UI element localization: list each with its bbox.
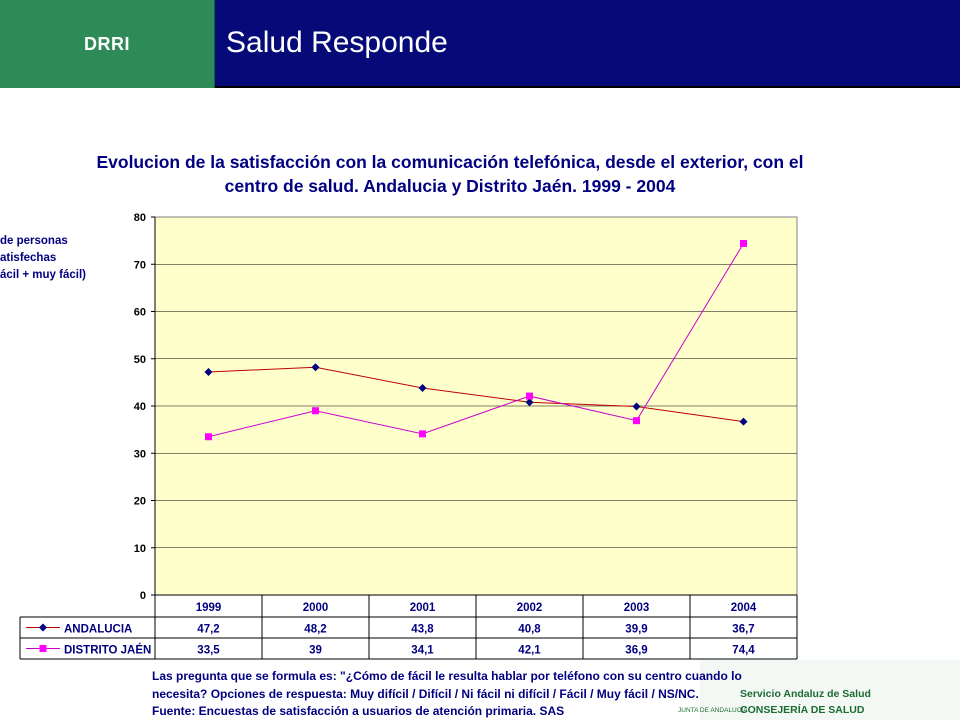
data-point [419,430,426,438]
x-category-label: 2004 [731,602,757,614]
data-point [740,239,747,247]
legend-series-name: ANDALUCIA [64,624,132,636]
chart-title-line-1: Evolucion de la satisfacción con la comu… [96,152,804,172]
y-tick-label: 10 [134,543,146,555]
header-title-bar: Salud Responde [215,0,960,88]
table-value: 74,4 [732,645,755,657]
y-tick-label: 50 [134,354,146,366]
logo-consejeria-text: CONSEJERÍA DE SALUD [740,704,865,716]
data-point [525,398,534,407]
data-point [312,407,319,415]
y-tick-label: 70 [134,259,146,271]
y-axis-label-line-3: ácil + muy fácil) [0,269,86,281]
table-value: 48,2 [304,624,326,636]
y-tick-label: 0 [140,590,146,602]
data-point [205,433,212,441]
table-value: 42,1 [518,645,541,657]
header-section-box: DRRI [0,0,215,88]
series-line-0 [208,366,744,423]
table-value: 33,5 [197,645,220,657]
y-tick-label: 80 [134,212,146,224]
data-point [418,384,427,393]
chart-title-line-2: centro de salud. Andalucia y Distrito Ja… [224,176,676,196]
x-category-label: 2000 [303,602,329,614]
data-point [633,417,640,425]
header-section-label: DRRI [84,34,130,54]
footer-line-1: Las pregunta que se formula es: "¿Cómo d… [152,669,742,683]
table-value: 47,2 [197,624,219,636]
x-category-label: 2003 [624,602,650,614]
legend-key-marker [39,645,47,652]
junta-logo-text: JUNTA DE ANDALUCIA [678,707,748,714]
table-value: 39 [309,645,322,657]
footer-line-3: Fuente: Encuestas de satisfacción a usua… [152,704,565,718]
table-value: 43,8 [411,624,434,636]
y-axis-label: de personas atisfechas ácil + muy fácil) [0,233,86,284]
y-tick-label: 60 [134,307,146,319]
y-tick-label: 30 [134,448,146,460]
table-value: 36,9 [625,645,647,657]
y-axis-label-line-1: de personas [0,235,68,247]
y-tick-label: 20 [134,496,146,508]
legend-key-marker [39,623,47,632]
x-category-label: 2001 [410,602,436,614]
data-point [526,392,533,400]
table-value: 40,8 [518,624,541,636]
data-point [204,367,213,376]
data-point [632,402,641,411]
x-category-label: 1999 [196,602,222,614]
page-title: Salud Responde [226,26,448,59]
series-line-1 [208,243,744,438]
x-category-label: 2002 [517,602,543,614]
y-tick-label: 40 [134,401,146,413]
table-value: 34,1 [411,645,434,657]
table-value: 36,7 [732,624,754,636]
logo-sas-text: Servicio Andaluz de Salud [740,688,871,700]
footer-note: Las pregunta que se formula es: "¿Cómo d… [152,668,812,721]
footer-line-2: necesita? Opciones de respuesta: Muy dif… [152,686,699,701]
legend-series-name: DISTRITO JAÉN [64,644,151,657]
table-value: 39,9 [625,624,647,636]
data-point [739,417,748,426]
data-point [311,363,320,372]
y-axis-label-line-2: atisfechas [0,252,57,264]
logo-area [700,660,960,720]
